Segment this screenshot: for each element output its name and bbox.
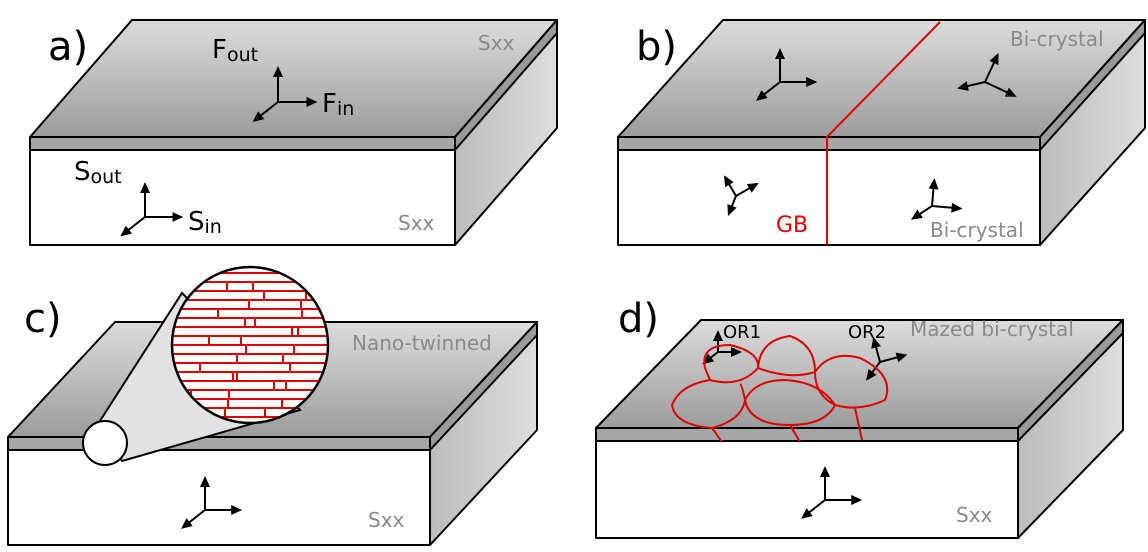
boundary-label: GB (776, 213, 808, 238)
layer (8, 437, 430, 450)
symbol: S (74, 157, 91, 187)
front-face (30, 150, 455, 245)
subscript: out (91, 166, 122, 188)
top-label: Sxx (478, 31, 515, 55)
subscript: out (227, 44, 258, 66)
figure: a) Fout Fin Sout Sin Sxx Sxx b) Bi-cryst… (0, 0, 1148, 552)
zoom-spot (83, 421, 127, 465)
slab (618, 20, 1145, 245)
front-face (596, 441, 1018, 538)
symbol: F (212, 35, 227, 65)
front-face (8, 450, 430, 545)
front-label: Sxx (956, 503, 993, 527)
slabs (8, 20, 1145, 545)
top-label: Nano-twinned (352, 331, 492, 355)
symbol: S (188, 207, 205, 237)
front-label: Bi-crystal (930, 218, 1024, 242)
front-label: Sxx (368, 508, 405, 532)
grain-label: OR2 (848, 322, 886, 343)
top-label: Mazed bi-crystal (910, 317, 1074, 341)
subscript: in (205, 216, 222, 238)
top-label: Bi-crystal (1010, 27, 1104, 51)
panel-label: c) (24, 296, 62, 342)
panel-label: a) (48, 24, 88, 70)
front-label: Sxx (398, 211, 435, 235)
layer (30, 137, 455, 150)
layer (596, 428, 1018, 441)
panel-label: b) (636, 24, 677, 70)
panel-label: d) (618, 296, 659, 342)
grain-label: OR1 (723, 322, 761, 343)
layer (618, 137, 1040, 150)
subscript: in (337, 98, 354, 120)
symbol: F (322, 89, 337, 119)
